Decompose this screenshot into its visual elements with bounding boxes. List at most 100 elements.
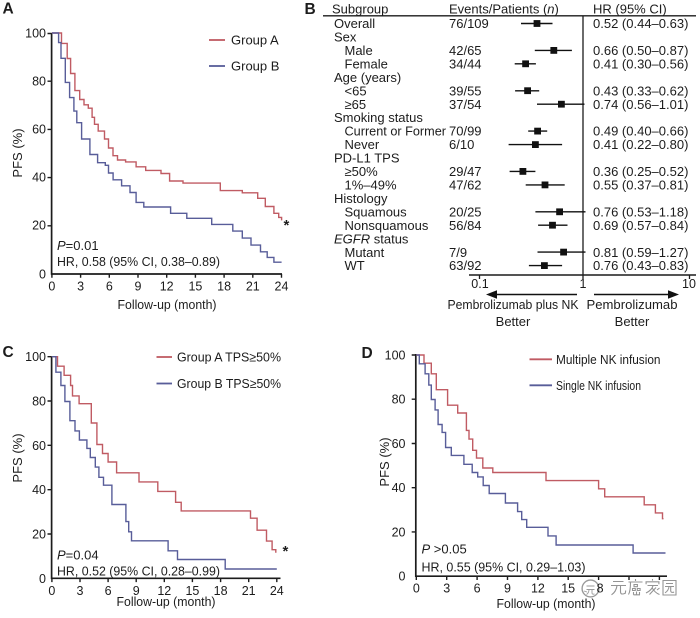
svg-text:Never: Never — [345, 137, 380, 152]
svg-text:P=0.01: P=0.01 — [57, 238, 99, 253]
svg-text:60: 60 — [392, 437, 406, 451]
svg-text:24: 24 — [275, 280, 289, 294]
svg-text:10: 10 — [682, 277, 696, 291]
svg-text:29/47: 29/47 — [449, 164, 482, 179]
svg-text:Multiple NK infusion: Multiple NK infusion — [556, 352, 661, 367]
svg-text:6: 6 — [105, 584, 112, 598]
svg-text:60: 60 — [32, 123, 46, 137]
svg-text:21: 21 — [246, 280, 260, 294]
svg-text:Better: Better — [496, 314, 531, 329]
svg-text:PFS (%): PFS (%) — [377, 437, 392, 486]
svg-text:0: 0 — [48, 280, 55, 294]
svg-text:9: 9 — [504, 582, 511, 596]
svg-text:20: 20 — [392, 525, 406, 539]
svg-text:*: * — [283, 543, 289, 560]
svg-text:Smoking status: Smoking status — [334, 110, 423, 125]
svg-text:1%–49%: 1%–49% — [345, 178, 397, 193]
svg-text:0.76 (0.43–0.83): 0.76 (0.43–0.83) — [593, 258, 688, 273]
svg-text:12: 12 — [157, 584, 171, 598]
svg-text:0.74 (0.56–1.01): 0.74 (0.56–1.01) — [593, 97, 688, 112]
svg-text:PFS (%): PFS (%) — [10, 433, 25, 482]
svg-text:0.81 (0.59–1.27): 0.81 (0.59–1.27) — [593, 245, 688, 260]
svg-text:42/65: 42/65 — [449, 43, 482, 58]
svg-text:34/44: 34/44 — [449, 56, 482, 71]
svg-text:Better: Better — [615, 314, 650, 329]
svg-text:<65: <65 — [345, 83, 367, 98]
svg-text:15: 15 — [185, 584, 199, 598]
svg-text:3: 3 — [77, 280, 84, 294]
svg-text:≥65: ≥65 — [345, 97, 367, 112]
svg-text:P=0.04: P=0.04 — [57, 548, 99, 563]
svg-text:B: B — [305, 1, 316, 18]
svg-text:Follow-up (month): Follow-up (month) — [118, 297, 217, 312]
svg-text:0.66 (0.50–0.87): 0.66 (0.50–0.87) — [593, 43, 688, 58]
svg-text:37/54: 37/54 — [449, 97, 482, 112]
svg-text:0.1: 0.1 — [471, 277, 488, 291]
svg-text:6: 6 — [106, 280, 113, 294]
svg-text:Female: Female — [345, 56, 388, 71]
svg-text:WT: WT — [345, 258, 365, 273]
svg-text:6/10: 6/10 — [449, 137, 474, 152]
svg-text:9: 9 — [135, 280, 142, 294]
svg-text:9: 9 — [133, 584, 140, 598]
svg-text:15: 15 — [561, 582, 575, 596]
svg-text:PFS (%): PFS (%) — [10, 128, 25, 177]
svg-text:1: 1 — [580, 277, 587, 291]
svg-text:40: 40 — [32, 483, 46, 497]
svg-text:20: 20 — [32, 219, 46, 233]
svg-text:0: 0 — [48, 584, 55, 598]
svg-text:D: D — [362, 345, 373, 362]
svg-text:80: 80 — [32, 75, 46, 89]
svg-text:20: 20 — [32, 528, 46, 542]
svg-text:15: 15 — [188, 280, 202, 294]
svg-text:80: 80 — [392, 393, 406, 407]
svg-text:Single NK infusion: Single NK infusion — [556, 378, 641, 393]
svg-text:Squamous: Squamous — [345, 204, 408, 219]
svg-text:Sex: Sex — [334, 30, 357, 45]
svg-text:HR (95% CI): HR (95% CI) — [593, 2, 667, 17]
svg-text:70/99: 70/99 — [449, 124, 482, 139]
svg-text:100: 100 — [385, 349, 406, 363]
svg-text:6: 6 — [474, 582, 481, 596]
svg-text:76/109: 76/109 — [449, 16, 489, 31]
svg-text:12: 12 — [160, 280, 174, 294]
svg-text:0.76 (0.53–1.18): 0.76 (0.53–1.18) — [593, 204, 688, 219]
svg-text:Events/Patients (n): Events/Patients (n) — [449, 2, 559, 17]
svg-text:Pembrolizumab: Pembrolizumab — [587, 297, 678, 312]
svg-text:A: A — [3, 1, 14, 18]
svg-text:Nonsquamous: Nonsquamous — [345, 218, 429, 233]
svg-text:Overall: Overall — [334, 16, 375, 31]
svg-text:0: 0 — [399, 570, 406, 584]
svg-text:C: C — [3, 344, 14, 361]
svg-text:0.69 (0.57–0.84): 0.69 (0.57–0.84) — [593, 218, 688, 233]
svg-text:100: 100 — [25, 350, 46, 364]
svg-text:60: 60 — [32, 439, 46, 453]
svg-text:80: 80 — [32, 395, 46, 409]
svg-text:*: * — [284, 217, 290, 234]
svg-text:7/9: 7/9 — [449, 245, 467, 260]
svg-text:Mutant: Mutant — [345, 245, 385, 260]
svg-text:Histology: Histology — [334, 191, 388, 206]
svg-text:18: 18 — [214, 584, 228, 598]
svg-text:63/92: 63/92 — [449, 258, 482, 273]
svg-text:Current or Former: Current or Former — [345, 124, 447, 139]
svg-text:47/62: 47/62 — [449, 178, 482, 193]
svg-text:3: 3 — [443, 582, 450, 596]
svg-text:0.41 (0.22–0.80): 0.41 (0.22–0.80) — [593, 137, 688, 152]
svg-text:100: 100 — [25, 27, 46, 41]
svg-text:Follow-up (month): Follow-up (month) — [497, 596, 596, 611]
svg-text:20/25: 20/25 — [449, 204, 482, 219]
svg-text:Group B TPS≥50%: Group B TPS≥50% — [177, 376, 281, 391]
svg-text:0.52 (0.44–0.63): 0.52 (0.44–0.63) — [593, 16, 688, 31]
svg-text:0.36 (0.25–0.52): 0.36 (0.25–0.52) — [593, 164, 688, 179]
svg-text:0: 0 — [39, 268, 46, 282]
svg-text:Age (years): Age (years) — [334, 70, 401, 85]
svg-text:0: 0 — [413, 582, 420, 596]
svg-text:24: 24 — [270, 584, 284, 598]
svg-text:40: 40 — [392, 481, 406, 495]
svg-text:≥50%: ≥50% — [345, 164, 379, 179]
svg-text:HR, 0.58 (95% CI, 0.38–0.89): HR, 0.58 (95% CI, 0.38–0.89) — [57, 254, 220, 269]
svg-text:0.41 (0.30–0.56): 0.41 (0.30–0.56) — [593, 56, 688, 71]
svg-text:12: 12 — [531, 582, 545, 596]
svg-text:Subgroup: Subgroup — [332, 2, 388, 17]
